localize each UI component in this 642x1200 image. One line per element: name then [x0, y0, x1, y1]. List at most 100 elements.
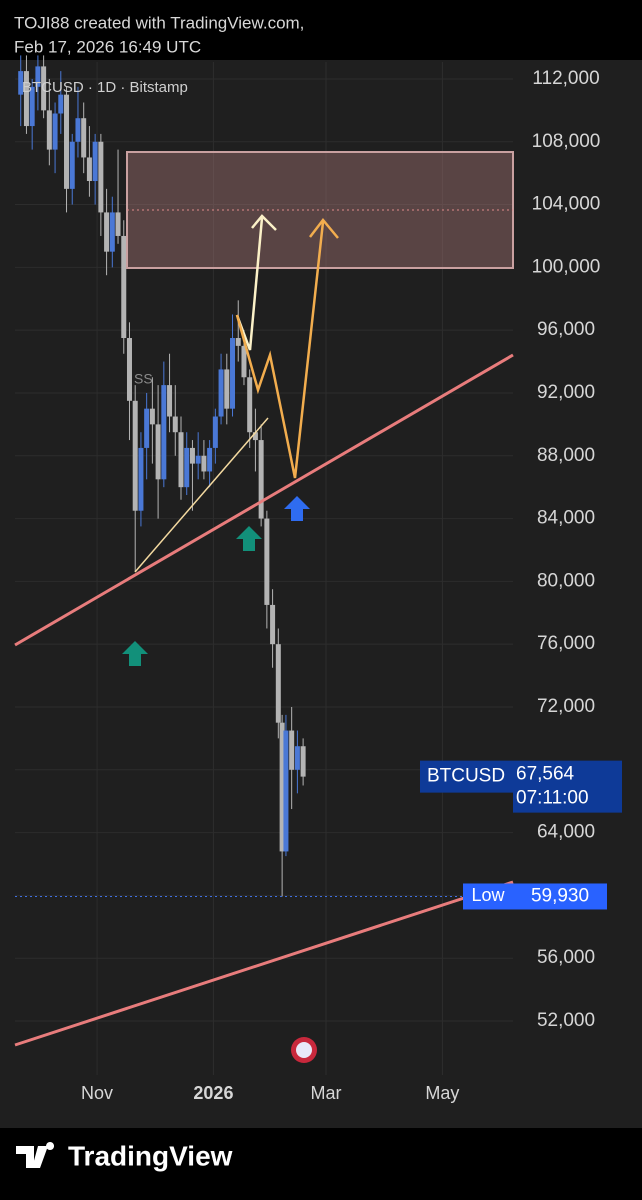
candle-body [230, 338, 236, 409]
candle-body [75, 118, 81, 142]
y-tick-label: 84,000 [537, 508, 595, 529]
low-value-box [513, 883, 607, 910]
candle-body [126, 338, 132, 401]
low-name-box [463, 883, 513, 910]
y-tick-label: 96,000 [537, 319, 595, 340]
x-tick-label: Nov [81, 1083, 113, 1103]
y-tick-label: 108,000 [532, 131, 601, 152]
brand-logo [16, 1142, 55, 1168]
y-tick-label: 104,000 [532, 194, 601, 215]
candle-body [279, 722, 285, 852]
trendline [14, 353, 514, 647]
x-tick-label: Mar [311, 1083, 342, 1103]
timestamp: Feb 17, 2026 16:49 UTC [14, 37, 201, 56]
y-tick-label: 72,000 [537, 696, 595, 717]
candle-body [207, 447, 213, 472]
candle-body [132, 400, 138, 511]
candle-body [252, 432, 258, 441]
candle-body [104, 212, 110, 252]
price-box [513, 760, 622, 813]
candle-body [115, 212, 121, 236]
candle-body [121, 235, 127, 339]
candle-body [23, 71, 29, 127]
price-value: 67,564 [516, 764, 575, 785]
symbol-info: BTCUSD · 1D · Bitstamp [22, 79, 188, 96]
candle-body [283, 730, 289, 852]
candle-body [29, 86, 35, 127]
symbol-label: BTCUSD [427, 766, 505, 787]
brand-name: TradingView [68, 1140, 233, 1171]
y-tick-label: 64,000 [537, 822, 595, 843]
y-tick-label: 80,000 [537, 570, 595, 591]
candle-body [235, 338, 241, 346]
candle-body [270, 604, 276, 645]
path-arrow [235, 221, 325, 479]
low-name: Low [471, 885, 505, 905]
candle-body [247, 377, 253, 433]
candle-body [172, 416, 178, 433]
y-tick-label: 56,000 [537, 947, 595, 968]
candle-body [300, 746, 306, 777]
candle-body [35, 66, 41, 87]
y-tick-label: 76,000 [537, 633, 595, 654]
candle-body [241, 345, 247, 378]
drawings [14, 151, 514, 1063]
candle-body [294, 746, 300, 770]
candles [18, 55, 306, 897]
candle-body [218, 369, 224, 417]
event-icon [296, 1042, 312, 1058]
candle-body [212, 416, 218, 448]
candle-body [109, 212, 115, 252]
candle-body [189, 447, 195, 464]
up-arrow [236, 526, 262, 551]
symbol-box [420, 760, 513, 793]
candle-body [184, 447, 190, 488]
grid [15, 62, 513, 1075]
candle-body [46, 110, 52, 150]
y-tick-label: 52,000 [537, 1010, 595, 1031]
candle-body [201, 455, 207, 472]
arrow-head [251, 214, 277, 231]
annotation: SS [134, 371, 153, 387]
up-arrow [284, 496, 310, 521]
candle-body [149, 408, 155, 425]
candle-body [167, 385, 173, 417]
candle-body [178, 432, 184, 488]
y-tick-label: 100,000 [532, 256, 601, 277]
candle-body [81, 118, 87, 158]
y-tick-label: 88,000 [537, 445, 595, 466]
trendline [134, 417, 269, 573]
candle-body [144, 408, 150, 448]
candle-body [58, 94, 64, 114]
trendline [14, 880, 514, 1047]
candle-body [289, 730, 295, 770]
y-tick-label: 112,000 [532, 68, 599, 89]
candle-body [195, 455, 201, 464]
axes: 52,00056,00060,00064,00068,00072,00076,0… [81, 68, 600, 1103]
candle-body [92, 141, 98, 182]
candle-body [52, 113, 58, 150]
up-arrow [122, 641, 148, 666]
x-tick-label: May [425, 1083, 459, 1103]
candle-body [161, 385, 167, 480]
candle-body [18, 71, 24, 95]
candle-body [69, 141, 75, 189]
candle-body [155, 424, 161, 480]
price-tags: Low 59,930 BTCUSD 67,564 07:11:00 [15, 760, 622, 910]
candle-body [86, 157, 92, 182]
candle-body [258, 440, 264, 519]
candle-body [138, 447, 144, 511]
candle-body [264, 518, 270, 605]
x-tick-label: 2026 [193, 1083, 233, 1103]
y-tick-label: 92,000 [537, 382, 595, 403]
arrow-head [309, 217, 339, 239]
candle-body [224, 369, 230, 409]
candle-body [64, 94, 70, 189]
low-value: 59,930 [531, 886, 589, 907]
candle-body [41, 66, 47, 111]
credit: TOJI88 created with TradingView.com, [14, 13, 304, 32]
countdown: 07:11:00 [516, 788, 589, 809]
candle-body [275, 644, 281, 723]
candle-body [98, 141, 104, 213]
